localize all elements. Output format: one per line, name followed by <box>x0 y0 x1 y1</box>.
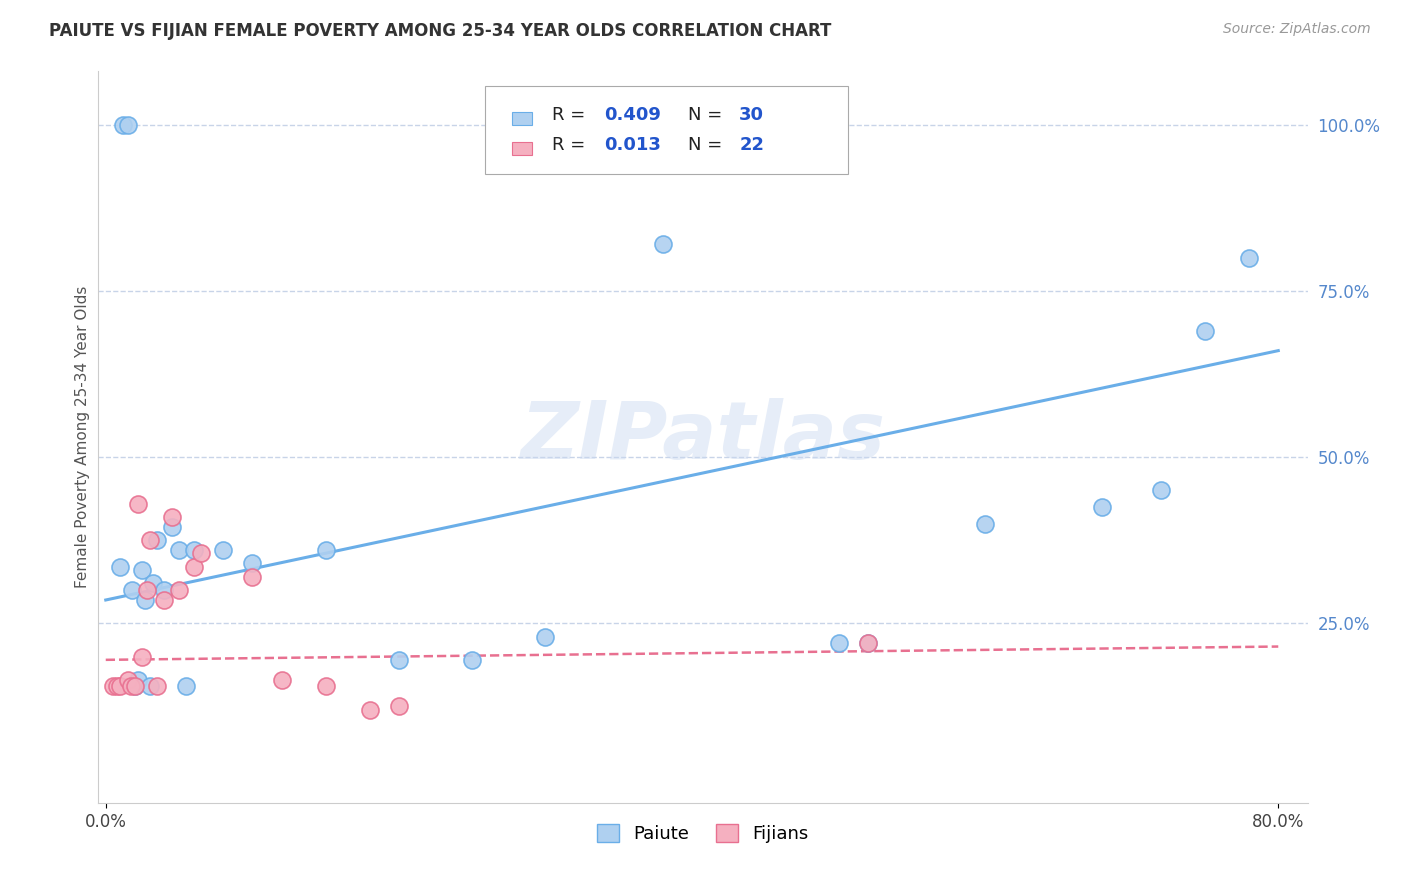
Point <box>388 653 411 667</box>
Point <box>131 563 153 577</box>
Point <box>240 557 263 571</box>
Point <box>121 582 143 597</box>
Point <box>101 680 124 694</box>
Point <box>359 703 381 717</box>
Point <box>1237 251 1260 265</box>
Point <box>176 680 198 694</box>
Point <box>134 593 156 607</box>
Point <box>856 636 879 650</box>
Point <box>240 570 263 584</box>
Point <box>131 649 153 664</box>
Point <box>1150 483 1173 498</box>
Point <box>138 680 160 694</box>
Point <box>856 636 879 650</box>
Y-axis label: Female Poverty Among 25-34 Year Olds: Female Poverty Among 25-34 Year Olds <box>75 286 90 588</box>
Point <box>315 543 337 558</box>
Point <box>153 593 176 607</box>
Text: 22: 22 <box>740 136 765 153</box>
Point <box>112 118 135 132</box>
Point <box>146 533 169 548</box>
Point <box>120 680 142 694</box>
Point <box>138 533 160 548</box>
Text: Source: ZipAtlas.com: Source: ZipAtlas.com <box>1223 22 1371 37</box>
Point <box>110 559 132 574</box>
Point <box>183 559 205 574</box>
Point <box>212 543 235 558</box>
Text: ZIPatlas: ZIPatlas <box>520 398 886 476</box>
Text: N =: N = <box>689 136 728 153</box>
Point <box>461 653 484 667</box>
Text: R =: R = <box>551 106 591 124</box>
Point <box>190 546 212 560</box>
Legend: Paiute, Fijians: Paiute, Fijians <box>588 815 818 852</box>
Point <box>146 680 169 694</box>
Text: R =: R = <box>551 136 591 153</box>
Point <box>1091 500 1114 514</box>
Point <box>124 680 146 694</box>
FancyBboxPatch shape <box>512 142 531 154</box>
Point <box>388 699 411 714</box>
Point <box>117 673 139 687</box>
Text: 30: 30 <box>740 106 765 124</box>
Point <box>183 543 205 558</box>
Point <box>107 680 129 694</box>
Text: 0.013: 0.013 <box>603 136 661 153</box>
Point <box>142 576 165 591</box>
Point <box>124 680 146 694</box>
Point <box>167 543 190 558</box>
Point <box>167 582 190 597</box>
Point <box>135 582 157 597</box>
Point <box>270 673 292 687</box>
Point <box>127 673 149 687</box>
Point <box>315 680 337 694</box>
Point <box>1194 324 1216 338</box>
FancyBboxPatch shape <box>485 86 848 174</box>
Point <box>534 630 557 644</box>
Point <box>117 118 139 132</box>
Point <box>160 520 183 534</box>
FancyBboxPatch shape <box>512 112 531 126</box>
Point <box>160 509 183 524</box>
Point <box>974 516 997 531</box>
Point <box>651 237 673 252</box>
Point <box>127 497 149 511</box>
Text: PAIUTE VS FIJIAN FEMALE POVERTY AMONG 25-34 YEAR OLDS CORRELATION CHART: PAIUTE VS FIJIAN FEMALE POVERTY AMONG 25… <box>49 22 831 40</box>
Point <box>110 680 132 694</box>
Text: 0.409: 0.409 <box>603 106 661 124</box>
Text: N =: N = <box>689 106 728 124</box>
Point <box>153 582 176 597</box>
Point <box>827 636 849 650</box>
